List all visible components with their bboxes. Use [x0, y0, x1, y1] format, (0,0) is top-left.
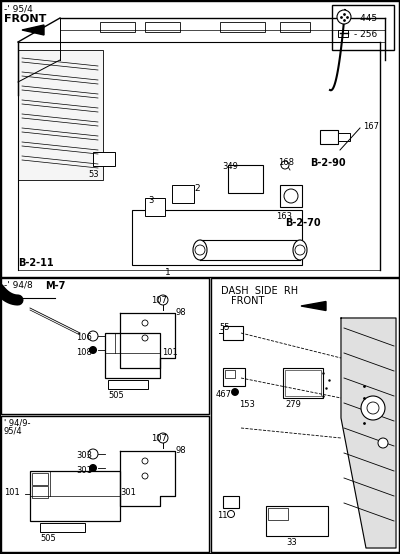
Text: M-7: M-7: [45, 281, 65, 291]
Text: 55: 55: [219, 323, 230, 332]
Text: 167: 167: [363, 122, 379, 131]
Bar: [8, 296, 16, 301]
Text: 107: 107: [151, 434, 167, 443]
Bar: [105, 333, 160, 378]
Bar: [320, 130, 338, 144]
Text: 301: 301: [120, 488, 136, 497]
Text: 98: 98: [175, 446, 186, 455]
Text: FRONT: FRONT: [4, 14, 46, 24]
Circle shape: [232, 388, 238, 396]
Circle shape: [142, 473, 148, 479]
Text: ' 94/9-: ' 94/9-: [4, 419, 30, 428]
Text: DASH  SIDE  RH: DASH SIDE RH: [221, 286, 298, 296]
Bar: [32, 473, 48, 485]
Circle shape: [142, 458, 148, 464]
Text: 95/4: 95/4: [4, 427, 23, 436]
Circle shape: [337, 10, 351, 24]
Bar: [338, 133, 350, 141]
Text: - 445: - 445: [354, 14, 377, 23]
Text: 2: 2: [194, 184, 200, 193]
Bar: [283, 368, 323, 398]
Text: 505: 505: [108, 391, 124, 400]
Circle shape: [142, 320, 148, 326]
Text: 106: 106: [76, 333, 92, 342]
Text: -' 95/4: -' 95/4: [4, 4, 33, 13]
Circle shape: [295, 245, 305, 255]
Bar: [32, 486, 48, 498]
Circle shape: [90, 346, 96, 353]
Circle shape: [88, 331, 98, 341]
Circle shape: [158, 433, 168, 443]
Text: 301: 301: [76, 466, 92, 475]
Bar: [223, 368, 245, 386]
Bar: [266, 506, 328, 536]
Bar: [228, 165, 263, 193]
Bar: [1, 278, 209, 414]
Bar: [332, 5, 394, 50]
Bar: [108, 380, 148, 389]
Ellipse shape: [293, 240, 307, 260]
Polygon shape: [341, 318, 396, 548]
Bar: [132, 210, 302, 265]
Bar: [100, 22, 135, 32]
Circle shape: [378, 438, 388, 448]
Text: 467: 467: [216, 390, 232, 399]
Polygon shape: [22, 25, 44, 35]
Bar: [172, 185, 194, 203]
Bar: [225, 370, 235, 378]
Text: B-2-90: B-2-90: [310, 158, 346, 168]
Text: -' 94/8: -' 94/8: [4, 281, 33, 290]
Circle shape: [195, 245, 205, 255]
Bar: [220, 22, 265, 32]
Circle shape: [228, 510, 234, 517]
Circle shape: [158, 295, 168, 305]
Text: 101: 101: [162, 348, 178, 357]
Circle shape: [90, 464, 96, 471]
Bar: [30, 471, 120, 521]
Bar: [223, 496, 239, 508]
Bar: [40, 523, 85, 532]
Text: 163: 163: [276, 212, 292, 221]
Text: 107: 107: [151, 296, 167, 305]
Circle shape: [281, 161, 289, 169]
Text: B-2-70: B-2-70: [285, 218, 321, 228]
Bar: [223, 326, 243, 340]
Bar: [280, 22, 310, 32]
Circle shape: [142, 335, 148, 341]
Text: 101: 101: [4, 488, 20, 497]
Text: 505: 505: [40, 534, 56, 543]
Text: 3: 3: [148, 196, 153, 205]
Bar: [211, 278, 399, 552]
Text: - 256: - 256: [354, 30, 377, 39]
Bar: [338, 30, 348, 37]
Circle shape: [367, 402, 379, 414]
Text: 1: 1: [165, 268, 171, 277]
Circle shape: [361, 396, 385, 420]
Bar: [145, 22, 180, 32]
Bar: [285, 370, 321, 396]
Bar: [280, 185, 302, 207]
Text: 153: 153: [239, 400, 255, 409]
Bar: [1, 416, 209, 552]
Bar: [268, 508, 288, 520]
Text: 11: 11: [217, 511, 228, 520]
Text: 279: 279: [285, 400, 301, 409]
Text: 349: 349: [222, 162, 238, 171]
Bar: [1, 1, 399, 277]
Bar: [93, 152, 115, 166]
Text: 33: 33: [286, 538, 297, 547]
Text: FRONT: FRONT: [231, 296, 264, 306]
Bar: [18, 50, 103, 180]
Text: 108: 108: [76, 348, 92, 357]
Text: B-2-11: B-2-11: [18, 258, 54, 268]
Circle shape: [284, 189, 298, 203]
Ellipse shape: [193, 240, 207, 260]
Text: 303: 303: [76, 451, 92, 460]
Polygon shape: [301, 301, 326, 310]
Bar: [145, 198, 165, 216]
Text: 98: 98: [175, 308, 186, 317]
Circle shape: [88, 449, 98, 459]
Text: 168: 168: [278, 158, 294, 167]
Text: 53: 53: [88, 170, 99, 179]
